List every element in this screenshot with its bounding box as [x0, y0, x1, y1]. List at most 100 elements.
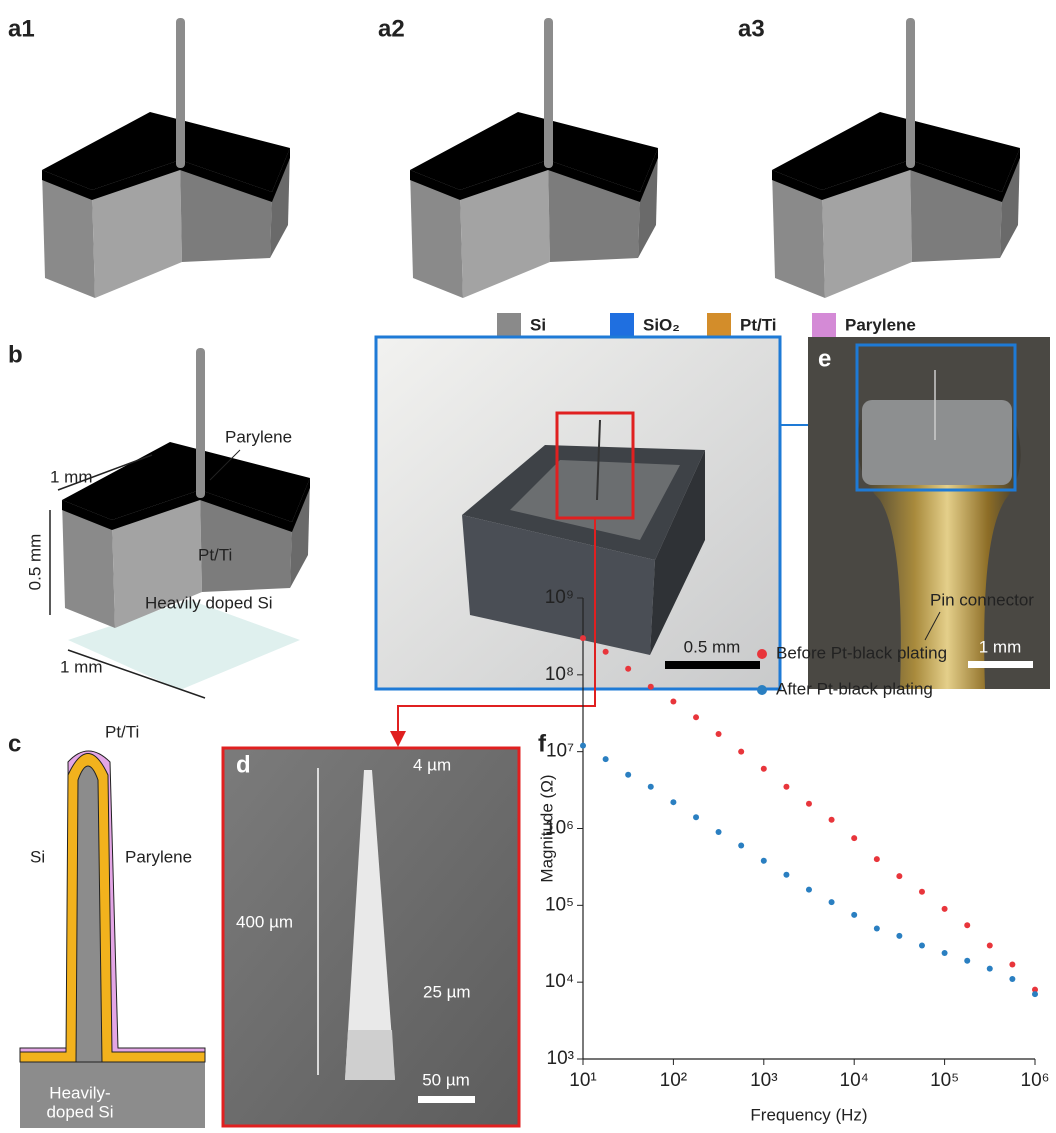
- data-point: [761, 858, 767, 864]
- data-point: [580, 635, 586, 641]
- y-tick-label: 10⁹: [545, 587, 574, 608]
- data-point: [964, 958, 970, 964]
- dimension-label: 1 mm: [50, 467, 93, 486]
- scale-bar: [418, 1096, 475, 1103]
- panel-label: d: [236, 751, 251, 778]
- legend-marker: [757, 649, 767, 659]
- data-point: [648, 684, 654, 690]
- data-point: [648, 784, 654, 790]
- block-a2: [410, 18, 658, 298]
- annotation: Parylene: [125, 847, 192, 866]
- legend-label: Before Pt-black plating: [776, 643, 947, 662]
- x-axis-label: Frequency (Hz): [750, 1105, 867, 1124]
- panel-label: e: [818, 345, 831, 372]
- sem-image: d 4 µm 400 µm 25 µm 50 µm: [223, 748, 519, 1126]
- x-tick-label: 10³: [750, 1070, 777, 1091]
- data-point: [896, 933, 902, 939]
- x-tick-label: 10⁵: [930, 1070, 959, 1091]
- x-tick-label: 10⁴: [840, 1070, 869, 1091]
- dimension-label: 25 µm: [423, 982, 471, 1001]
- data-point: [1009, 976, 1015, 982]
- annotation: Heavily-: [49, 1083, 110, 1102]
- legend-marker: [757, 685, 767, 695]
- data-point: [761, 766, 767, 772]
- data-point: [919, 889, 925, 895]
- legend-label: SiO₂: [643, 315, 680, 334]
- data-point: [829, 817, 835, 823]
- data-point: [625, 772, 631, 778]
- data-point: [896, 873, 902, 879]
- data-point: [919, 943, 925, 949]
- data-point: [670, 698, 676, 704]
- swatch: [610, 313, 634, 337]
- annotation: doped Si: [46, 1102, 113, 1121]
- panel-label: a2: [378, 15, 405, 42]
- swatch: [707, 313, 731, 337]
- dimension-label: 400 µm: [236, 912, 293, 931]
- scale-label: 0.5 mm: [684, 637, 741, 656]
- x-tick-label: 10¹: [569, 1070, 596, 1091]
- annotation: Pt/Ti: [198, 545, 232, 564]
- scale-bar: [968, 661, 1033, 668]
- swatch: [497, 313, 521, 337]
- data-point: [693, 714, 699, 720]
- panel-label: c: [8, 730, 21, 757]
- block-b: [62, 348, 310, 628]
- data-point: [783, 872, 789, 878]
- annotation: Heavily doped Si: [145, 593, 273, 612]
- panel-label: b: [8, 341, 23, 368]
- legend-label: Pt/Ti: [740, 315, 777, 334]
- dimension-label: 1 mm: [60, 657, 103, 676]
- data-point: [716, 829, 722, 835]
- block-a3: [772, 18, 1020, 298]
- legend-label: Si: [530, 315, 546, 334]
- data-point: [806, 801, 812, 807]
- annotation: Si: [30, 847, 45, 866]
- data-point: [738, 749, 744, 755]
- data-point: [1009, 961, 1015, 967]
- data-point: [580, 743, 586, 749]
- scale-bar: [665, 661, 760, 669]
- data-point: [625, 666, 631, 672]
- panel-label: a1: [8, 15, 35, 42]
- data-point: [964, 922, 970, 928]
- data-point: [693, 814, 699, 820]
- data-point: [603, 756, 609, 762]
- data-point: [716, 731, 722, 737]
- legend-label: After Pt-black plating: [776, 679, 933, 698]
- data-point: [783, 784, 789, 790]
- swatch: [812, 313, 836, 337]
- block-a1: [42, 18, 290, 298]
- y-axis-label: Magnitude (Ω): [537, 774, 556, 882]
- data-point: [670, 799, 676, 805]
- data-point: [987, 943, 993, 949]
- data-point: [874, 856, 880, 862]
- y-tick-label: 10⁸: [545, 664, 574, 685]
- figure: a1 a2 a3 Si SiO₂ Pt/Ti Parylene b 1 mm P…: [0, 0, 1056, 1133]
- y-tick-label: 10⁵: [545, 894, 574, 915]
- y-tick-label: 10⁷: [546, 741, 574, 762]
- data-point: [603, 649, 609, 655]
- data-point: [738, 843, 744, 849]
- data-point: [851, 835, 857, 841]
- scale-label: 50 µm: [422, 1070, 470, 1089]
- annotation: Parylene: [225, 427, 292, 446]
- data-point: [942, 950, 948, 956]
- annotation: Pt/Ti: [105, 722, 139, 741]
- data-point: [874, 925, 880, 931]
- data-point: [806, 887, 812, 893]
- data-point: [851, 912, 857, 918]
- panel-label: a3: [738, 15, 765, 42]
- material-legend: Si SiO₂ Pt/Ti Parylene: [497, 313, 916, 337]
- data-point: [942, 906, 948, 912]
- data-point: [829, 899, 835, 905]
- dimension-label: 0.5 mm: [25, 534, 44, 591]
- data-point: [1032, 991, 1038, 997]
- legend-label: Parylene: [845, 315, 916, 334]
- x-tick-label: 10⁶: [1021, 1070, 1050, 1091]
- dimension-label: 4 µm: [413, 755, 451, 774]
- annotation: Pin connector: [930, 590, 1034, 609]
- connector-photo: e Pin connector 1 mm: [808, 337, 1050, 689]
- probe-cross-section: Pt/Ti Si Parylene Heavily- doped Si: [20, 722, 205, 1128]
- data-point: [987, 966, 993, 972]
